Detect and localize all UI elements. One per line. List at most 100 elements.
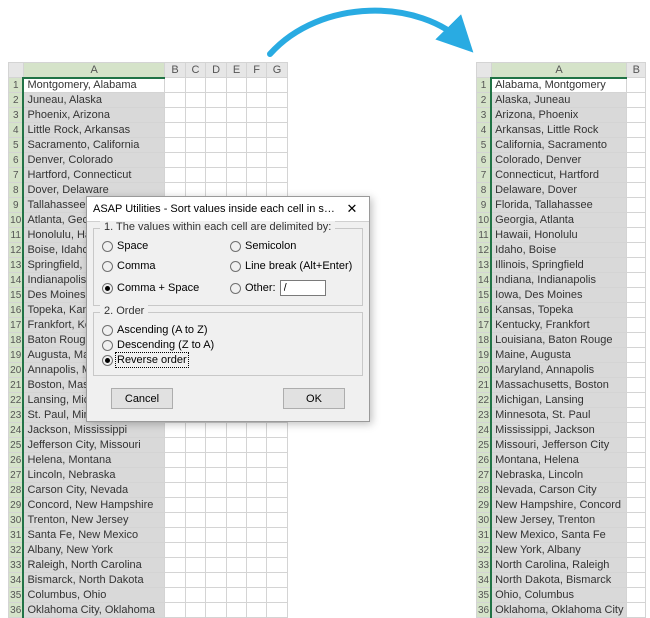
row-header[interactable]: 25	[477, 438, 492, 453]
cell[interactable]	[627, 378, 646, 393]
cell[interactable]	[267, 153, 288, 168]
cell[interactable]	[247, 78, 267, 93]
row-header[interactable]: 35	[477, 588, 492, 603]
column-header[interactable]: E	[226, 63, 246, 78]
cell[interactable]	[165, 573, 185, 588]
cell[interactable]: Kentucky, Frankfort	[491, 318, 627, 333]
cell[interactable]	[247, 558, 267, 573]
cell[interactable]: Missouri, Jefferson City	[491, 438, 627, 453]
cell[interactable]	[247, 453, 267, 468]
dialog-titlebar[interactable]: ASAP Utilities - Sort values inside each…	[87, 197, 369, 222]
cell[interactable]	[627, 108, 646, 123]
cell[interactable]	[627, 93, 646, 108]
cell[interactable]: Hawaii, Honolulu	[491, 228, 627, 243]
cell[interactable]	[627, 603, 646, 618]
cell[interactable]	[627, 318, 646, 333]
row-header[interactable]: 24	[477, 423, 492, 438]
cell[interactable]	[247, 153, 267, 168]
row-header[interactable]: 34	[477, 573, 492, 588]
cell[interactable]	[627, 363, 646, 378]
cell[interactable]	[165, 528, 185, 543]
row-header[interactable]: 33	[9, 558, 24, 573]
cell[interactable]: Juneau, Alaska	[23, 93, 165, 108]
cell[interactable]: Minnesota, St. Paul	[491, 408, 627, 423]
cell[interactable]	[165, 438, 185, 453]
cell[interactable]	[226, 528, 246, 543]
row-header[interactable]: 11	[9, 228, 24, 243]
cell[interactable]	[267, 123, 288, 138]
cell[interactable]	[627, 288, 646, 303]
cell[interactable]: Nevada, Carson City	[491, 483, 627, 498]
cell[interactable]	[267, 573, 288, 588]
cell[interactable]	[206, 513, 227, 528]
select-all-corner[interactable]	[477, 63, 492, 78]
cell[interactable]	[185, 423, 206, 438]
cell[interactable]	[267, 138, 288, 153]
cell[interactable]	[226, 588, 246, 603]
column-header[interactable]: G	[267, 63, 288, 78]
row-header[interactable]: 1	[477, 78, 492, 93]
radio-linebreak[interactable]: Line break (Alt+Enter)	[230, 260, 354, 272]
cell[interactable]	[627, 348, 646, 363]
cell[interactable]	[206, 498, 227, 513]
cell[interactable]: Raleigh, North Carolina	[23, 558, 165, 573]
cell[interactable]	[267, 423, 288, 438]
cell[interactable]	[226, 483, 246, 498]
radio-descending[interactable]: Descending (Z to A)	[102, 339, 354, 351]
row-header[interactable]: 12	[9, 243, 24, 258]
cell[interactable]: Hartford, Connecticut	[23, 168, 165, 183]
row-header[interactable]: 30	[9, 513, 24, 528]
row-header[interactable]: 10	[477, 213, 492, 228]
cell[interactable]: Trenton, New Jersey	[23, 513, 165, 528]
cell[interactable]: Colorado, Denver	[491, 153, 627, 168]
cell[interactable]	[627, 153, 646, 168]
cell[interactable]	[267, 483, 288, 498]
cell[interactable]: Bismarck, North Dakota	[23, 573, 165, 588]
radio-semicolon[interactable]: Semicolon	[230, 240, 354, 252]
select-all-corner[interactable]	[9, 63, 24, 78]
cell[interactable]: North Dakota, Bismarck	[491, 573, 627, 588]
row-header[interactable]: 32	[477, 543, 492, 558]
row-header[interactable]: 5	[9, 138, 24, 153]
cell[interactable]: Maine, Augusta	[491, 348, 627, 363]
cell[interactable]	[627, 438, 646, 453]
row-header[interactable]: 27	[9, 468, 24, 483]
cell[interactable]	[165, 468, 185, 483]
cell[interactable]	[627, 423, 646, 438]
cell[interactable]: Jackson, Mississippi	[23, 423, 165, 438]
row-header[interactable]: 6	[477, 153, 492, 168]
column-header[interactable]: A	[491, 63, 627, 78]
cell[interactable]	[165, 108, 185, 123]
column-header[interactable]: D	[206, 63, 227, 78]
cell[interactable]: New Jersey, Trenton	[491, 513, 627, 528]
cell[interactable]: Iowa, Des Moines	[491, 288, 627, 303]
cell[interactable]	[226, 543, 246, 558]
row-header[interactable]: 21	[9, 378, 24, 393]
cell[interactable]	[206, 93, 227, 108]
cell[interactable]	[165, 138, 185, 153]
cell[interactable]: Connecticut, Hartford	[491, 168, 627, 183]
cell[interactable]	[627, 228, 646, 243]
cell[interactable]	[627, 213, 646, 228]
cell[interactable]	[627, 138, 646, 153]
row-header[interactable]: 25	[9, 438, 24, 453]
cell[interactable]	[267, 438, 288, 453]
cell[interactable]	[267, 453, 288, 468]
cell[interactable]: Montana, Helena	[491, 453, 627, 468]
cell[interactable]	[206, 453, 227, 468]
row-header[interactable]: 13	[9, 258, 24, 273]
cell[interactable]	[267, 603, 288, 618]
cell[interactable]	[627, 468, 646, 483]
cell[interactable]	[627, 528, 646, 543]
cell[interactable]	[226, 423, 246, 438]
cell[interactable]	[185, 603, 206, 618]
cell[interactable]	[165, 153, 185, 168]
cell[interactable]	[267, 513, 288, 528]
close-icon[interactable]: ✕	[341, 201, 363, 217]
cell[interactable]	[226, 93, 246, 108]
cell[interactable]	[267, 543, 288, 558]
cell[interactable]	[206, 483, 227, 498]
cell[interactable]	[627, 588, 646, 603]
cell[interactable]	[185, 78, 206, 93]
row-header[interactable]: 33	[477, 558, 492, 573]
